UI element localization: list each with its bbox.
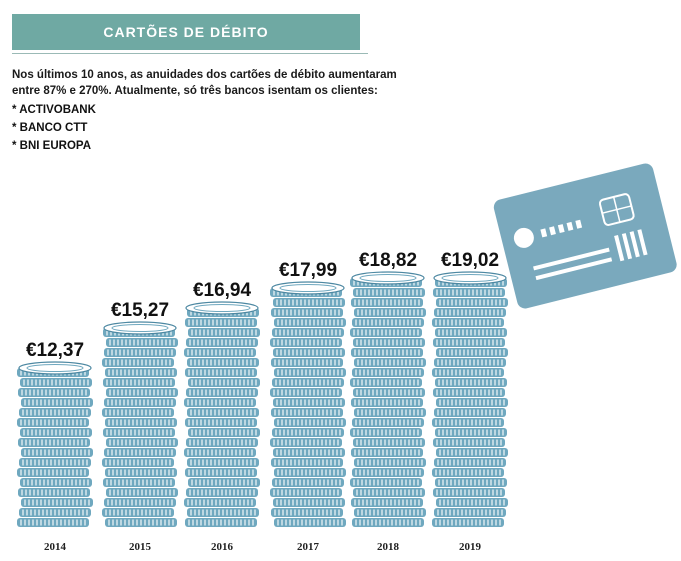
x-tick-label: 2019 xyxy=(459,541,482,553)
intro-line-2: entre 87% e 270%. Atualmente, só três ba… xyxy=(12,85,378,97)
bank-item: * ACTIVOBANK xyxy=(12,104,96,116)
data-label: €17,99 xyxy=(279,260,337,281)
x-tick-label: 2015 xyxy=(129,541,152,553)
data-label: €12,37 xyxy=(26,340,84,361)
card-logo-icon xyxy=(513,227,534,248)
intro-line-1: Nos últimos 10 anos, as anuidades dos ca… xyxy=(12,69,397,81)
data-label: €15,27 xyxy=(111,300,169,321)
page-title: CARTÕES DE DÉBITO xyxy=(103,24,269,40)
x-tick-label: 2017 xyxy=(297,541,320,553)
debit-card-icon xyxy=(493,163,677,309)
header-divider xyxy=(12,53,368,54)
x-tick-label: 2018 xyxy=(377,541,400,553)
coin-stack-bar xyxy=(350,271,426,527)
coin-stack-bar xyxy=(17,361,93,527)
bank-item: * BNI EUROPA xyxy=(12,140,92,152)
header-band: CARTÕES DE DÉBITO xyxy=(12,14,360,50)
coin-stack-bar xyxy=(184,301,260,527)
bank-item: * BANCO CTT xyxy=(12,122,88,134)
data-label: €16,94 xyxy=(193,280,252,301)
x-tick-label: 2014 xyxy=(44,541,67,553)
bank-list: * ACTIVOBANK * BANCO CTT * BNI EUROPA xyxy=(12,101,96,155)
coin-stack-bar xyxy=(432,271,508,527)
data-label: €19,02 xyxy=(441,250,499,271)
coin-stack-bar xyxy=(102,321,178,527)
intro-text: Nos últimos 10 anos, as anuidades dos ca… xyxy=(12,67,432,99)
x-tick-label: 2016 xyxy=(211,541,234,553)
data-label: €18,82 xyxy=(359,250,417,271)
coin-stack-bar xyxy=(270,281,346,527)
